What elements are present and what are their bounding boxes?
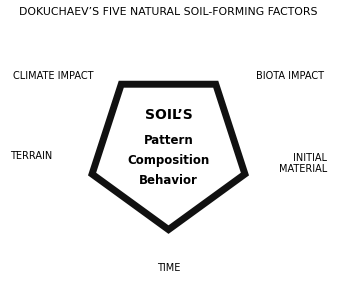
Text: INITIAL
MATERIAL: INITIAL MATERIAL (279, 153, 327, 174)
Text: BIOTA IMPACT: BIOTA IMPACT (255, 71, 324, 81)
Text: Pattern
Composition
Behavior: Pattern Composition Behavior (127, 134, 210, 187)
Text: CLIMATE IMPACT: CLIMATE IMPACT (13, 71, 94, 81)
Text: DOKUCHAEV’S FIVE NATURAL SOIL-FORMING FACTORS: DOKUCHAEV’S FIVE NATURAL SOIL-FORMING FA… (19, 7, 318, 17)
Text: SOIL’S: SOIL’S (145, 108, 192, 122)
Text: TERRAIN: TERRAIN (10, 152, 52, 161)
Text: TIME: TIME (157, 263, 180, 273)
